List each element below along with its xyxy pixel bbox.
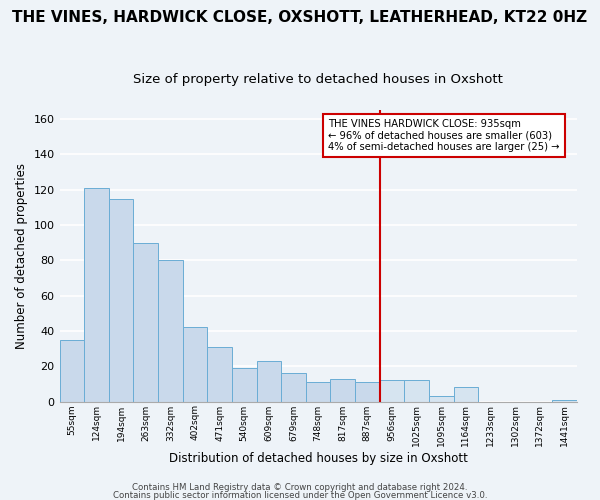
Bar	[133, 242, 158, 402]
Bar	[281, 374, 306, 402]
Title: Size of property relative to detached houses in Oxshott: Size of property relative to detached ho…	[133, 72, 503, 86]
Bar	[84, 188, 109, 402]
Bar	[109, 198, 133, 402]
Bar	[232, 368, 257, 402]
Text: THE VINES HARDWICK CLOSE: 935sqm
← 96% of detached houses are smaller (603)
4% o: THE VINES HARDWICK CLOSE: 935sqm ← 96% o…	[328, 119, 560, 152]
Y-axis label: Number of detached properties: Number of detached properties	[15, 163, 28, 349]
Bar	[331, 378, 355, 402]
Text: Contains public sector information licensed under the Open Government Licence v3: Contains public sector information licen…	[113, 491, 487, 500]
Bar	[454, 388, 478, 402]
Text: Contains HM Land Registry data © Crown copyright and database right 2024.: Contains HM Land Registry data © Crown c…	[132, 484, 468, 492]
Bar	[158, 260, 182, 402]
Bar	[355, 382, 380, 402]
Bar	[380, 380, 404, 402]
Bar	[59, 340, 84, 402]
Bar	[208, 347, 232, 402]
Bar	[429, 396, 454, 402]
Bar	[306, 382, 331, 402]
Bar	[257, 361, 281, 402]
Text: THE VINES, HARDWICK CLOSE, OXSHOTT, LEATHERHEAD, KT22 0HZ: THE VINES, HARDWICK CLOSE, OXSHOTT, LEAT…	[13, 10, 587, 25]
Bar	[552, 400, 577, 402]
Bar	[182, 328, 208, 402]
X-axis label: Distribution of detached houses by size in Oxshott: Distribution of detached houses by size …	[169, 452, 467, 465]
Bar	[404, 380, 429, 402]
